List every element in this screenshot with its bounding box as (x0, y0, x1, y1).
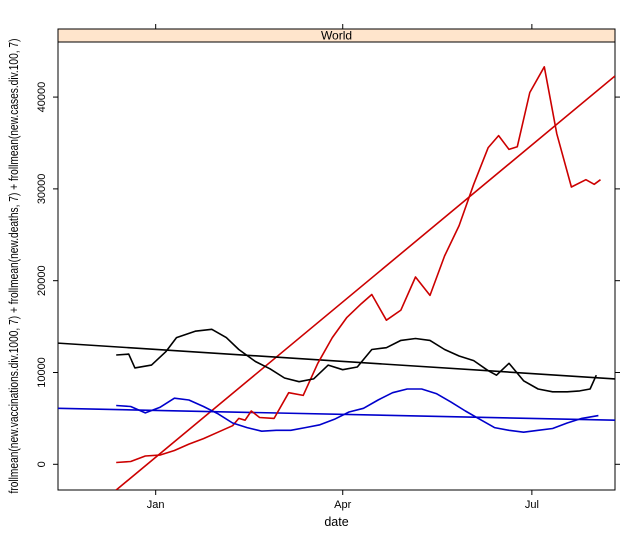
axis-ticks: 0 10000 20000 30000 40000 Jan Apr Jul (36, 24, 620, 511)
trend-line-cases (58, 342, 615, 380)
series-line-cases (116, 328, 598, 393)
y-tick-label: 0 (36, 461, 48, 467)
y-tick-label: 10000 (36, 357, 48, 388)
y-axis-title: frollmean(new.vaccinations.div.1000, 7) … (7, 39, 21, 494)
y-tick-label: 40000 (36, 82, 48, 113)
y-tick-label: 30000 (36, 174, 48, 205)
panel-title: World (321, 29, 352, 43)
series-line-vaccinations (116, 66, 601, 464)
x-tick-label: Jan (147, 499, 165, 511)
y-tick-label: 20000 (36, 265, 48, 296)
series-line-deaths (116, 388, 599, 434)
x-tick-label: Apr (334, 499, 351, 511)
trend-line-vaccinations (115, 75, 615, 490)
plot-frame (57, 41, 616, 491)
x-axis-title: date (324, 515, 348, 529)
x-tick-label: Jul (525, 499, 539, 511)
data-lines (58, 66, 615, 490)
